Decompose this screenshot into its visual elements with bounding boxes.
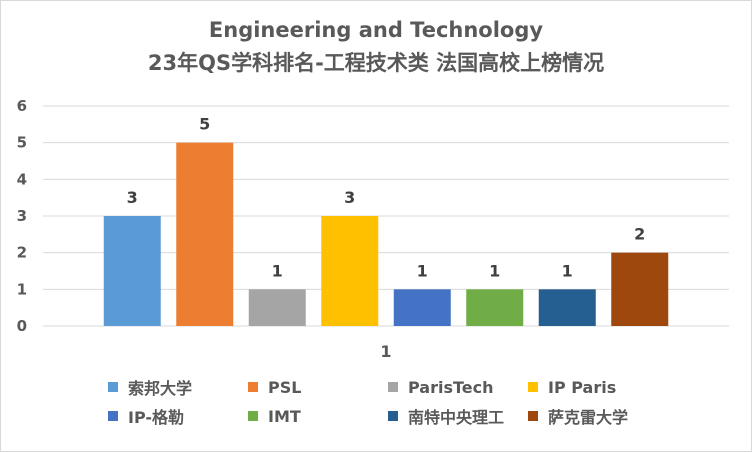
plot-area: 0 1 2 3 4 5 6 3 5 1 3 1 1 1 2 1 <box>17 97 729 361</box>
legend-item: 萨克雷大学 <box>528 408 668 427</box>
bar <box>538 289 596 326</box>
data-label: 1 <box>272 261 283 280</box>
y-tick-label: 3 <box>17 207 27 225</box>
y-tick-label: 0 <box>17 317 27 335</box>
bar <box>611 252 669 326</box>
legend-swatch <box>108 411 118 421</box>
y-axis-ticks: 0 1 2 3 4 5 6 <box>17 97 27 335</box>
legend-label: IP Paris <box>548 377 617 397</box>
bar <box>103 216 161 326</box>
data-label: 1 <box>417 261 428 280</box>
legend-item: PSL <box>248 377 388 397</box>
legend-label: IP-格勒 <box>128 408 185 427</box>
legend-label: 萨克雷大学 <box>548 408 629 427</box>
legend-swatch <box>108 382 118 392</box>
bar <box>248 289 306 326</box>
legend-item: 南特中央理工 <box>388 408 528 427</box>
legend-swatch <box>528 382 538 392</box>
legend: 索邦大学 PSL ParisTech IP Paris IP-格勒 IMT 南特中央理工 萨克… <box>108 377 668 427</box>
bar <box>466 289 524 326</box>
legend-label: PSL <box>268 377 302 397</box>
y-tick-label: 1 <box>17 280 27 298</box>
legend-item: ParisTech <box>388 377 528 397</box>
chart-title: Engineering and Technology <box>208 18 544 42</box>
chart-subtitle: 23年QS学科排名-工程技术类 法国高校上榜情况 <box>147 51 605 75</box>
legend-label: 南特中央理工 <box>408 408 505 427</box>
bar <box>321 216 379 326</box>
legend-swatch <box>528 411 538 421</box>
legend-item: IMT <box>248 406 388 426</box>
legend-item: 索邦大学 <box>108 379 248 398</box>
legend-swatch <box>248 411 258 421</box>
y-tick-label: 5 <box>17 134 27 152</box>
bar <box>176 142 234 326</box>
data-label: 3 <box>127 188 138 207</box>
data-label: 3 <box>344 188 355 207</box>
legend-item: IP-格勒 <box>108 408 248 427</box>
legend-swatch <box>388 382 398 392</box>
legend-swatch <box>248 382 258 392</box>
y-tick-label: 2 <box>17 244 27 262</box>
legend-label: IMT <box>268 406 301 426</box>
data-labels: 3 5 1 3 1 1 1 2 <box>127 115 646 281</box>
legend-swatch <box>388 411 398 421</box>
data-label: 1 <box>489 261 500 280</box>
data-label: 2 <box>634 225 645 244</box>
bar <box>393 289 451 326</box>
y-tick-label: 4 <box>17 170 27 188</box>
legend-label: ParisTech <box>408 377 494 397</box>
legend-item: IP Paris <box>528 377 668 397</box>
data-label: 5 <box>199 115 210 134</box>
data-label: 1 <box>562 261 573 280</box>
legend-label: 索邦大学 <box>128 379 193 398</box>
y-tick-label: 6 <box>17 97 27 115</box>
bars <box>103 142 669 326</box>
x-category-label: 1 <box>380 342 391 361</box>
